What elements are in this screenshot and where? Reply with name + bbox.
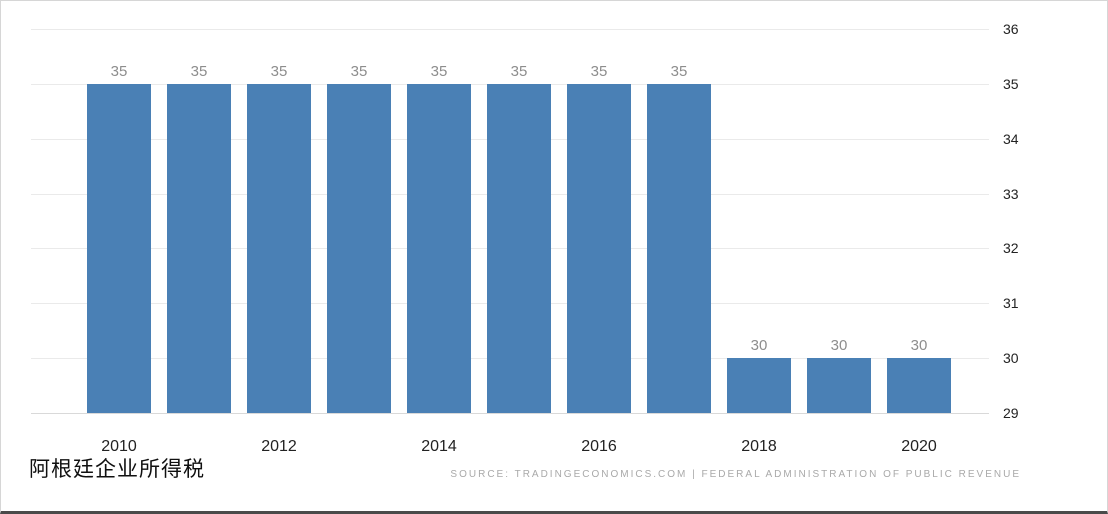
bar-value-label: 35 [590, 62, 608, 80]
x-tick-spacer [807, 425, 871, 455]
y-tick-label-31: 31 [1003, 295, 1019, 312]
y-axis: 36 35 34 33 32 31 30 29 [1003, 21, 1063, 421]
bar-2011 [167, 83, 231, 413]
bar-2019 [807, 358, 871, 413]
bar-slot-2018: 30 [727, 29, 791, 413]
bar-2017 [647, 83, 711, 413]
chart-title: 阿根廷企业所得税 [29, 458, 205, 481]
bar-value-label: 30 [830, 337, 848, 355]
bar-slot-2019: 30 [807, 29, 871, 413]
bar-slot-2013: 35 [327, 29, 391, 413]
bar-value-label: 35 [110, 62, 128, 80]
x-tick-spacer [647, 425, 711, 455]
bar-slot-2014: 35 [407, 29, 471, 413]
x-tick-label-2010: 2010 [101, 438, 137, 455]
bar-value-label: 30 [910, 337, 928, 355]
bar-2013 [327, 83, 391, 413]
x-tick-label-2012: 2012 [261, 438, 297, 455]
x-tick-label-2020: 2020 [901, 438, 937, 455]
y-tick-label-29: 29 [1003, 405, 1019, 421]
y-tick-label-36: 36 [1003, 21, 1019, 37]
y-tick-label-30: 30 [1003, 350, 1019, 367]
y-tick-label-35: 35 [1003, 75, 1019, 92]
bar-value-label: 35 [510, 62, 528, 80]
bar-value-label: 35 [430, 62, 448, 80]
x-tick-label-2016: 2016 [581, 438, 617, 455]
bar-2020 [887, 358, 951, 413]
bar-2014 [407, 83, 471, 413]
plot-area: 35 35 35 35 35 35 35 35 30 30 30 2010 2012 2014 2016 2… [31, 29, 989, 455]
bar-2010 [87, 83, 151, 413]
x-tick-spacer [487, 425, 551, 455]
bar-value-label: 35 [270, 62, 288, 80]
bar-slot-2020: 30 [887, 29, 951, 413]
gridline-36 [31, 29, 989, 30]
gridline-29 [31, 413, 989, 414]
bar-value-label: 30 [750, 337, 768, 355]
bar-slot-2015: 35 [487, 29, 551, 413]
bar-value-label: 35 [350, 62, 368, 80]
x-tick-label-2018: 2018 [741, 438, 777, 455]
bar-value-label: 35 [190, 62, 208, 80]
y-tick-label-34: 34 [1003, 130, 1019, 147]
source-text: SOURCE: TRADINGECONOMICS.COM | FEDERAL A… [450, 469, 1021, 480]
bar-2018 [727, 358, 791, 413]
bar-2016 [567, 83, 631, 413]
bar-slot-2012: 35 [247, 29, 311, 413]
x-tick-spacer [167, 425, 231, 455]
y-tick-label-33: 33 [1003, 185, 1019, 202]
x-tick-spacer [327, 425, 391, 455]
bar-slot-2016: 35 [567, 29, 631, 413]
bar-2015 [487, 83, 551, 413]
bar-series: 35 35 35 35 35 35 35 35 30 30 30 [87, 29, 951, 413]
bar-value-label: 35 [670, 62, 688, 80]
bar-2012 [247, 83, 311, 413]
x-axis: 2010 2012 2014 2016 2018 2020 [87, 425, 951, 455]
y-tick-label-32: 32 [1003, 240, 1019, 257]
bar-slot-2010: 35 [87, 29, 151, 413]
bar-slot-2017: 35 [647, 29, 711, 413]
bar-slot-2011: 35 [167, 29, 231, 413]
x-tick-label-2014: 2014 [421, 438, 457, 455]
